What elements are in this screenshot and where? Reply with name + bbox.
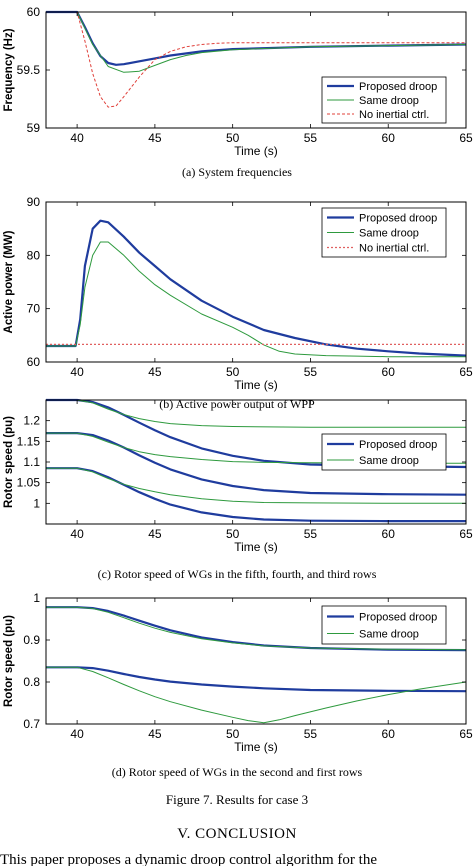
x-tick-label: 65: [459, 527, 473, 541]
x-tick-label: 40: [70, 527, 84, 541]
subcaption-b: (b) Active power output of WPP: [159, 397, 315, 411]
chart-panel-2: 40 45 50 55 60 65 1 1.05 1.1 1.15 1.2 Time (s) Rotor…: [3, 398, 473, 554]
series-line-1: [46, 11, 467, 73]
x-axis-label: Time (s): [234, 740, 278, 754]
y-tick-label: 1.15: [17, 434, 41, 448]
y-tick-label: 1: [33, 496, 40, 510]
x-tick-label: 55: [304, 131, 318, 145]
x-tick-label: 50: [226, 131, 240, 145]
x-tick-label: 55: [304, 527, 318, 541]
x-tick-label: 60: [382, 365, 396, 379]
series-line-1: [46, 241, 466, 358]
x-tick-label: 45: [148, 727, 162, 741]
x-tick-label: 40: [70, 365, 84, 379]
y-tick-label: 80: [27, 248, 41, 262]
series-line-1: [46, 666, 467, 693]
y-axis-label: Rotor speed (pu): [3, 615, 15, 707]
x-tick-label: 45: [148, 527, 162, 541]
series-line-2: [46, 606, 467, 651]
series-line-5: [46, 467, 466, 504]
y-axis-label: Rotor speed (pu): [3, 416, 15, 508]
x-tick-label: 45: [148, 131, 162, 145]
y-tick-label: 70: [27, 302, 41, 316]
y-tick-label: 60: [27, 5, 41, 19]
x-axis-label: Time (s): [234, 378, 278, 392]
chart-panel-3: 40 45 50 55 60 65 0.7 0.8 0.9 1 Time (s) Rotor spee…: [3, 591, 473, 754]
legend-label: Proposed droop: [359, 213, 437, 225]
body-text-fragment: This paper proposes a dynamic droop cont…: [0, 852, 377, 866]
subcaption-a: (a) System frequencies: [182, 165, 292, 179]
x-tick-label: 60: [382, 131, 396, 145]
legend-label: No inertial ctrl.: [359, 109, 429, 121]
series-line-3: [46, 666, 467, 724]
y-tick-label: 0.9: [23, 633, 40, 647]
x-tick-label: 50: [226, 365, 240, 379]
series-line-4: [46, 432, 466, 464]
x-tick-label: 45: [148, 365, 162, 379]
legend-label: Same droop: [359, 629, 419, 641]
chart-panel-0: 40 45 50 55 60 65 59 59.5 60 Time (s) Frequency (H…: [3, 5, 473, 158]
y-axis-label: Active power (MW): [3, 230, 15, 333]
y-tick-label: 1: [33, 591, 40, 605]
plot-frame: [45, 597, 467, 725]
subcaption-c: (c) Rotor speed of WGs in the fifth, fou…: [97, 567, 377, 581]
figure-caption: Figure 7. Results for case 3: [165, 792, 309, 807]
chart-panel-1: 40 45 50 55 60 65 60 70 80 90 Time (s) Active power…: [3, 195, 473, 392]
y-tick-label: 90: [27, 195, 41, 209]
y-tick-label: 1.1: [23, 455, 40, 469]
legend-label: No inertial ctrl.: [359, 243, 429, 255]
subcaption-d: (d) Rotor speed of WGs in the second and…: [111, 765, 363, 779]
legend-label: Same droop: [359, 455, 419, 467]
series-line-0: [46, 398, 467, 469]
y-tick-label: 59: [27, 121, 41, 135]
y-tick-label: 1.05: [17, 476, 41, 490]
x-tick-label: 65: [459, 727, 473, 741]
x-axis-label: Time (s): [234, 144, 278, 158]
y-tick-label: 1.2: [23, 414, 40, 428]
series-line-0: [46, 219, 467, 357]
x-tick-label: 55: [304, 727, 318, 741]
x-tick-label: 55: [304, 365, 318, 379]
x-tick-label: 50: [226, 527, 240, 541]
legend-label: Proposed droop: [359, 81, 437, 93]
y-tick-label: 60: [27, 355, 41, 369]
x-tick-label: 60: [382, 727, 396, 741]
x-tick-label: 40: [70, 727, 84, 741]
legend-label: Same droop: [359, 228, 419, 240]
x-tick-label: 40: [70, 131, 84, 145]
legend-box: [321, 433, 447, 471]
x-tick-label: 50: [226, 727, 240, 741]
y-tick-label: 0.8: [23, 675, 40, 689]
plot-frame: [45, 201, 467, 363]
y-axis-label: Frequency (Hz): [3, 28, 15, 111]
x-tick-label: 65: [459, 365, 473, 379]
legend-box: [321, 605, 447, 645]
y-tick-label: 59.5: [17, 63, 41, 77]
legend-label: Proposed droop: [359, 439, 437, 451]
section-title: V. CONCLUSION: [177, 826, 297, 842]
x-tick-label: 65: [459, 131, 473, 145]
x-tick-label: 60: [382, 527, 396, 541]
legend-label: Proposed droop: [359, 612, 437, 624]
x-axis-label: Time (s): [234, 540, 278, 554]
y-tick-label: 0.7: [23, 717, 40, 731]
series-line-1: [46, 432, 467, 496]
series-line-2: [46, 467, 466, 523]
series-line-3: [46, 399, 466, 428]
legend-label: Same droop: [359, 95, 419, 107]
